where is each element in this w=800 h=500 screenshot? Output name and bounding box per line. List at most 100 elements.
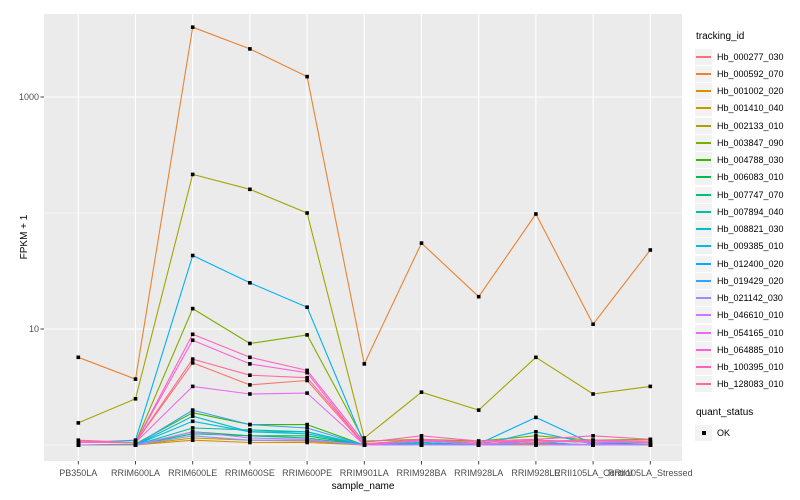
data-point [648, 384, 653, 389]
data-point [133, 397, 138, 401]
legend-key-box [695, 238, 712, 255]
legend-item-Hb_064885_010: Hb_064885_010 [695, 341, 795, 358]
data-point [248, 281, 252, 285]
legend-key-box [695, 203, 712, 220]
data-point [419, 443, 424, 447]
data-point [476, 294, 481, 299]
data-point [248, 362, 252, 366]
data-point [305, 370, 309, 375]
legend-item-label: Hb_006083_010 [717, 172, 784, 183]
data-point [534, 434, 538, 438]
data-point [190, 430, 195, 434]
legend-item-label: Hb_007894_040 [717, 206, 784, 217]
data-point [534, 355, 538, 360]
data-point [591, 438, 595, 442]
legend-item-label: Hb_002133_010 [717, 120, 784, 131]
legend-tracking-items: Hb_000277_030 Hb_000592_070 Hb_001002_020 H… [695, 48, 795, 393]
data-point [190, 410, 195, 415]
data-point [133, 440, 138, 445]
legend-key-box [695, 290, 712, 307]
data-point [305, 378, 309, 383]
data-point [591, 434, 595, 438]
legend-color-line-icon [696, 55, 711, 58]
legend-item-label: Hb_000592_070 [717, 68, 784, 79]
data-point [248, 187, 252, 192]
legend-item-label: Hb_019429_020 [717, 275, 784, 286]
legend-color-line-icon [696, 262, 711, 265]
data-point [190, 414, 195, 418]
data-point [190, 306, 195, 311]
y-axis-title: FPKM + 1 [19, 214, 30, 260]
legend-item-label: Hb_100395_010 [717, 362, 784, 373]
data-point [648, 439, 653, 443]
data-point [190, 438, 195, 442]
legend-item-label: Hb_064885_010 [717, 344, 784, 355]
legend-color-line-icon [696, 90, 711, 93]
y-tick-label: 10 [28, 324, 39, 334]
data-point [248, 428, 252, 432]
data-point [248, 392, 252, 396]
legend-color-line-icon [696, 193, 711, 196]
data-point [534, 443, 538, 447]
legend-item-label: Hb_012400_020 [717, 258, 784, 269]
data-point [305, 333, 309, 337]
legend-item-label: Hb_128083_010 [717, 379, 784, 390]
x-tick-label: RRIM600LE [168, 468, 218, 478]
data-point [476, 440, 481, 445]
x-tick-label: RRIM901LA [339, 468, 389, 478]
legend-item-Hb_000277_030: Hb_000277_030 [695, 48, 795, 65]
legend-item-label: Hb_004788_030 [717, 155, 784, 166]
data-point [190, 332, 195, 337]
legend-key-box [695, 48, 712, 65]
data-point [305, 368, 309, 373]
data-point [419, 390, 424, 394]
legend-color-line-icon [696, 279, 711, 282]
legend-key-box [695, 221, 712, 238]
legend-item-Hb_128083_010: Hb_128083_010 [695, 376, 795, 393]
legend-item-Hb_021142_030: Hb_021142_030 [695, 290, 795, 307]
data-point [305, 391, 309, 395]
legend-title-quant-status: quant_status [696, 407, 754, 418]
data-point [190, 25, 195, 29]
legend-color-line-icon [696, 297, 711, 300]
legend-item-Hb_100395_010: Hb_100395_010 [695, 359, 795, 376]
legend-item-Hb_019429_020: Hb_019429_020 [695, 272, 795, 289]
legend-item-label: Hb_001002_020 [717, 86, 784, 97]
data-point [248, 422, 252, 427]
legend-color-line-icon [696, 314, 711, 317]
legend-item-Hb_004788_030: Hb_004788_030 [695, 152, 795, 169]
data-point [190, 172, 195, 177]
legend-color-line-icon [696, 383, 711, 386]
data-point [362, 436, 367, 440]
data-point [362, 442, 367, 446]
legend-item-Hb_046610_010: Hb_046610_010 [695, 307, 795, 324]
data-point [248, 434, 252, 438]
data-point [190, 384, 195, 389]
legend-item-Hb_006083_010: Hb_006083_010 [695, 169, 795, 186]
legend-key-box [695, 83, 712, 100]
legend-item-Hb_007894_040: Hb_007894_040 [695, 203, 795, 220]
data-point [190, 432, 195, 436]
legend-item-Hb_002133_010: Hb_002133_010 [695, 117, 795, 134]
data-point [190, 426, 195, 430]
legend-key-box [695, 186, 712, 203]
data-point [76, 443, 81, 447]
legend: tracking_id Hb_000277_030 Hb_000592_070 Hb… [695, 31, 795, 441]
data-point [248, 373, 252, 377]
legend-key-box [695, 272, 712, 289]
x-tick-label: PB350LA [59, 468, 98, 478]
data-point [248, 47, 252, 51]
data-point [305, 430, 309, 434]
legend-item-label: Hb_009385_010 [717, 241, 784, 252]
data-point [248, 436, 252, 440]
legend-item-label: Hb_021142_030 [717, 293, 783, 304]
legend-color-line-icon [696, 107, 711, 110]
legend-key-box [695, 65, 712, 82]
legend-item-Hb_008821_030: Hb_008821_030 [695, 221, 795, 238]
data-point [133, 438, 138, 442]
data-point [190, 357, 195, 361]
legend-item-quant-ok: OK [695, 424, 795, 441]
legend-item-label: Hb_008821_030 [717, 224, 784, 235]
